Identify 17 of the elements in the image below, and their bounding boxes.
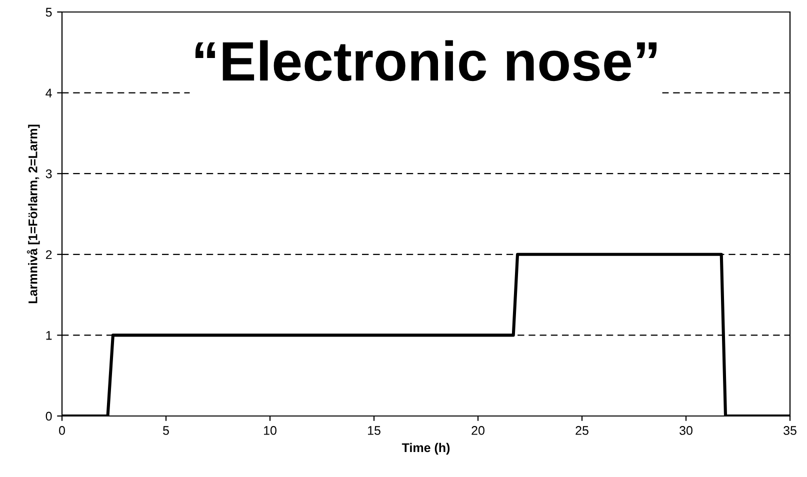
chart-title: “Electronic nose”	[195, 40, 657, 82]
x-tick-label: 5	[163, 426, 169, 435]
x-axis-title: Time (h)	[402, 442, 450, 455]
y-axis-title: Larmnivå [1=Förlarm, 2=Larm]	[26, 124, 40, 304]
x-tick-label: 20	[472, 426, 484, 435]
x-tick-label: 25	[576, 426, 588, 435]
y-tick-label: 3	[46, 169, 52, 178]
y-tick-label: 4	[46, 88, 52, 98]
x-tick-label: 0	[59, 426, 65, 435]
y-tick-label: 0	[46, 412, 52, 421]
x-tick-label: 15	[368, 426, 380, 435]
y-tick-label: 2	[46, 250, 52, 259]
x-tick-label: 10	[264, 426, 276, 435]
y-tick-label: 1	[46, 331, 52, 340]
y-tick-label: 5	[46, 8, 52, 17]
x-tick-label: 35	[784, 426, 796, 435]
x-tick-label: 30	[680, 426, 692, 435]
